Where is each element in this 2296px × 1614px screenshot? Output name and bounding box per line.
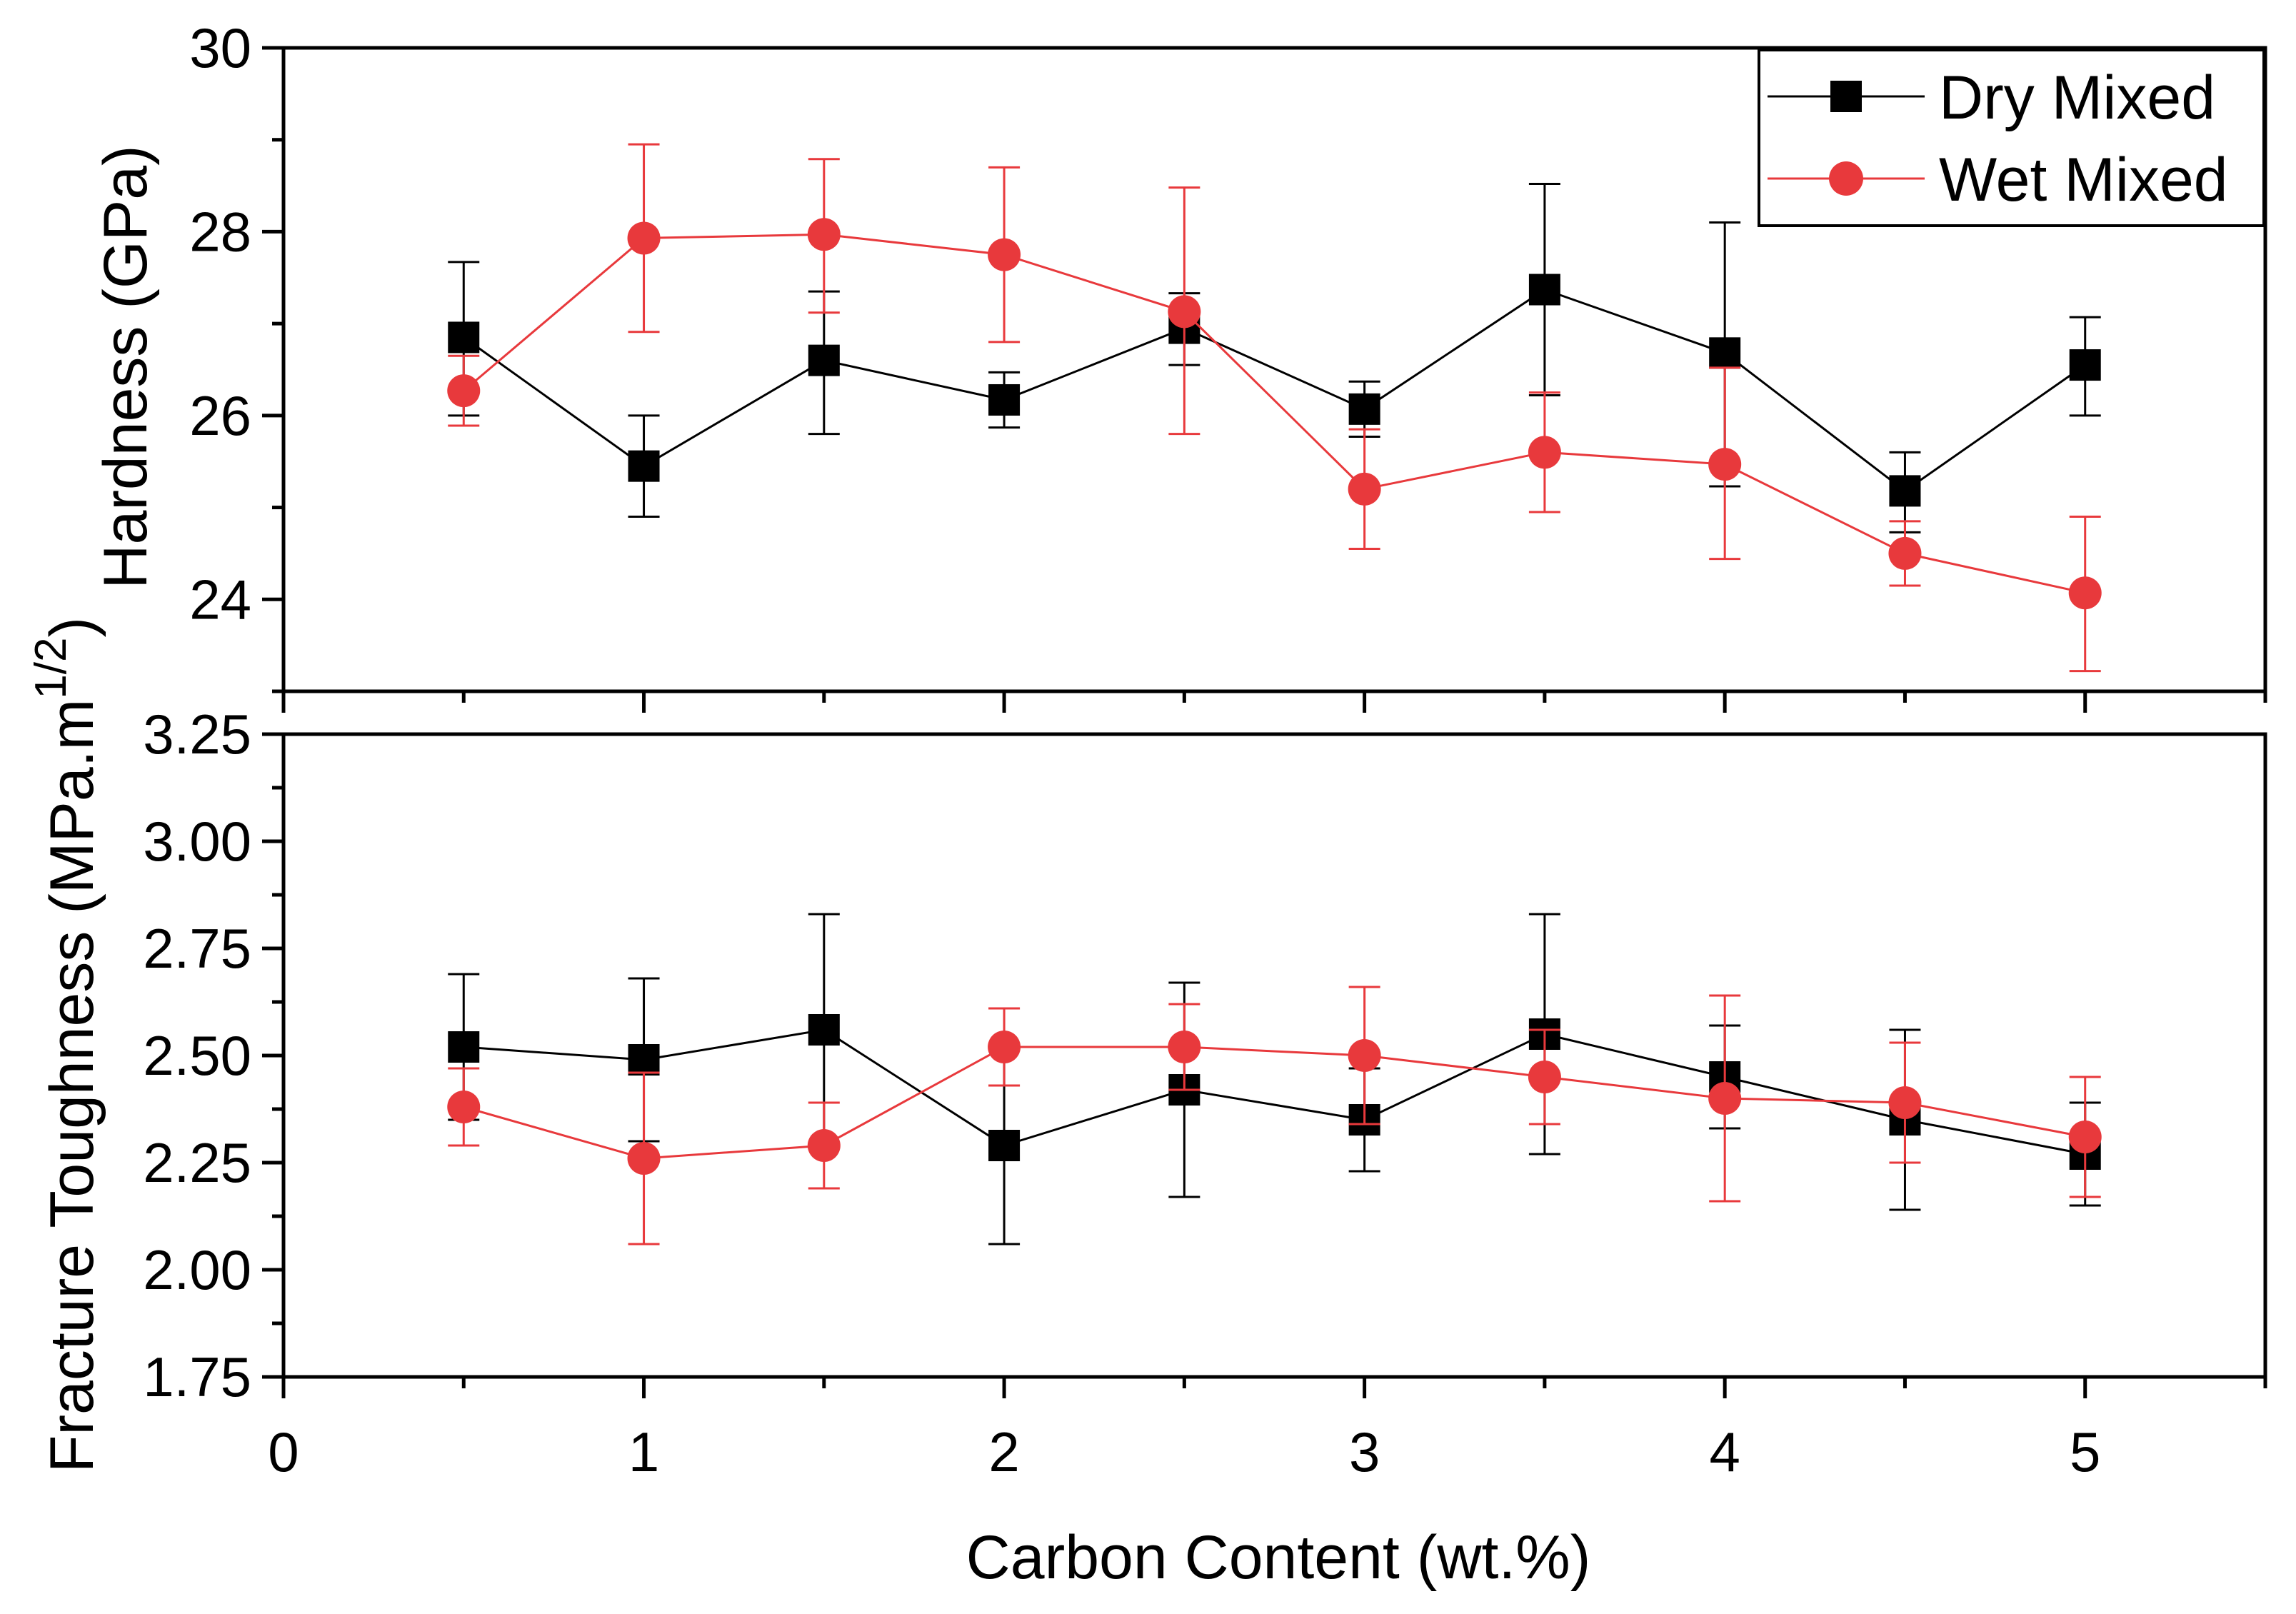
hardness-y-tick-label: 28 [189, 200, 251, 263]
legend-wet-mixed-marker [1829, 161, 1863, 196]
hardness-wet-mixed-series [447, 143, 2102, 673]
toughness-dry-mixed-point [988, 1130, 1021, 1161]
legend-dry-mixed-marker [1830, 81, 1862, 112]
hardness-wet-mixed-point [1708, 448, 1742, 481]
legend-box [1758, 49, 2265, 227]
hardness-dry-mixed-point [988, 384, 1021, 416]
toughness-wet-mixed-point [1888, 1086, 1922, 1119]
legend-dry-mixed-label: Dry Mixed [1939, 64, 2215, 132]
hardness-wet-mixed-point [627, 221, 661, 255]
legend-wet-mixed-label: Wet Mixed [1939, 146, 2228, 214]
toughness-y-tick-label: 2.50 [143, 1024, 251, 1087]
toughness-wet-mixed-point [1708, 1082, 1742, 1115]
legend: Dry Mixed Wet Mixed [1758, 49, 2265, 227]
toughness-y-tick-label: 2.75 [143, 917, 251, 980]
hardness-y-tick-label: 24 [189, 568, 251, 631]
fracture-toughness-y-axis-title-close: ) [38, 617, 106, 638]
fracture-toughness-y-axis-title-exponent: 1/2 [26, 638, 76, 699]
x-tick-label: 3 [1349, 1420, 1380, 1483]
hardness-wet-mixed-point [807, 218, 841, 251]
hardness-wet-mixed-point [1528, 436, 1561, 469]
hardness-wet-mixed-point [1888, 536, 1922, 570]
toughness-wet-mixed-point [807, 1129, 841, 1162]
hardness-dry-mixed-line [463, 288, 2086, 493]
hardness-y-tick-label: 30 [189, 16, 251, 79]
toughness-y-tick-label: 2.00 [143, 1238, 251, 1301]
toughness-wet-mixed-point [447, 1091, 481, 1123]
x-tick-label: 4 [1709, 1420, 1740, 1483]
toughness-y-tick-label: 1.75 [143, 1345, 251, 1408]
x-axis: 0 1 2 3 4 5 [268, 1420, 2100, 1483]
hardness-dry-mixed-point [1889, 475, 1921, 507]
toughness-dry-mixed-point [808, 1014, 840, 1046]
toughness-wet-mixed-series [447, 986, 2102, 1245]
toughness-y-tick-label: 2.25 [143, 1131, 251, 1194]
x-tick-label: 2 [988, 1420, 1019, 1483]
hardness-panel: 24 26 28 30 [189, 16, 2267, 713]
fracture-toughness-panel: 1.75 2.00 2.25 2.50 2.75 3.00 3.25 [143, 703, 2267, 1408]
hardness-dry-mixed-point [2069, 349, 2101, 381]
hardness-dry-mixed-point [628, 450, 660, 482]
toughness-wet-mixed-point [1528, 1061, 1561, 1093]
hardness-wet-mixed-line [463, 233, 2086, 594]
fracture-toughness-y-axis-title: Fracture Toughness (MPa.m1/2) [26, 617, 106, 1473]
toughness-dry-mixed-point [628, 1044, 660, 1076]
fracture-toughness-y-axis-title-main: Fracture Toughness (MPa.m [38, 699, 106, 1473]
x-axis-title: Carbon Content (wt.%) [966, 1523, 1591, 1592]
x-tick-label: 0 [268, 1420, 299, 1483]
hardness-plot-frame [281, 46, 2267, 693]
toughness-y-tick-label: 3.00 [143, 810, 251, 873]
toughness-wet-mixed-point [1348, 1039, 1381, 1072]
hardness-wet-mixed-point [988, 238, 1021, 271]
toughness-wet-mixed-line [463, 1046, 2085, 1160]
hardness-dry-mixed-series [448, 182, 2101, 533]
hardness-wet-mixed-point [1168, 295, 1201, 329]
hardness-wet-mixed-point [2068, 576, 2102, 610]
toughness-wet-mixed-point [2068, 1121, 2102, 1153]
x-tick-label: 1 [628, 1420, 659, 1483]
toughness-dry-mixed-line [463, 1028, 2085, 1156]
toughness-y-tick-label: 3.25 [143, 703, 251, 766]
toughness-dry-mixed-point [448, 1031, 480, 1063]
hardness-wet-mixed-point [447, 374, 481, 408]
hardness-dry-mixed-point [1528, 274, 1560, 306]
hardness-y-tick-label: 26 [189, 384, 251, 447]
toughness-wet-mixed-point [988, 1031, 1021, 1063]
hardness-dry-mixed-point [1348, 393, 1380, 425]
toughness-wet-mixed-point [627, 1142, 661, 1175]
toughness-dry-mixed-series [448, 913, 2101, 1245]
hardness-dry-mixed-point [448, 321, 480, 354]
hardness-dry-mixed-point [1709, 337, 1741, 369]
hardness-y-axis-title: Hardness (GPa) [91, 145, 160, 588]
toughness-wet-mixed-point [1168, 1031, 1201, 1063]
x-tick-label: 5 [2070, 1420, 2100, 1483]
hardness-dry-mixed-point [808, 344, 840, 376]
hardness-wet-mixed-point [1348, 472, 1381, 506]
